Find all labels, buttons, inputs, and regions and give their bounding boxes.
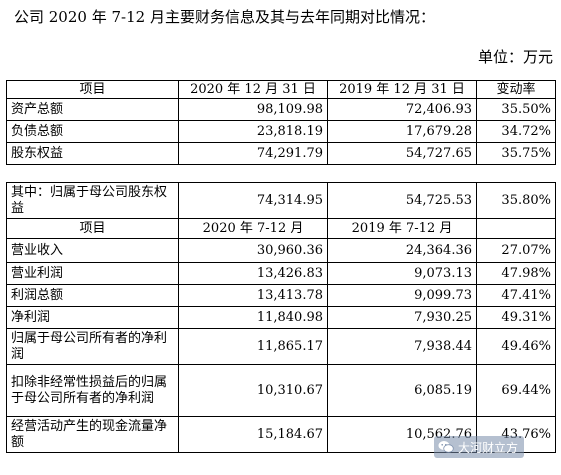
table-row: 负债总额 23,818.19 17,679.28 34.72% xyxy=(6,120,556,143)
balance-sheet-table: 项目 2020 年 12 月 31 日 2019 年 12 月 31 日 变动率… xyxy=(6,80,556,165)
value-2020: 10,310.67 xyxy=(178,364,328,417)
change-rate: 69.44% xyxy=(476,364,556,417)
value-2020: 15,184.67 xyxy=(178,416,328,453)
value-2019: 7,930.25 xyxy=(327,306,477,329)
change-rate: 35.75% xyxy=(476,142,556,165)
table-row: 股东权益 74,291.79 54,727.65 35.75% xyxy=(6,142,556,165)
row-label: 营业收入 xyxy=(6,238,179,263)
table-header-row: 项目 2020 年 7-12 月 2019 年 7-12 月 xyxy=(6,218,556,239)
row-label: 利润总额 xyxy=(6,284,179,307)
value-2019: 54,725.53 xyxy=(327,182,477,219)
col-header-2020: 2020 年 7-12 月 xyxy=(178,218,328,239)
value-2020: 11,865.17 xyxy=(178,328,328,365)
watermark-text: 大河财立方 xyxy=(458,440,519,455)
col-header-item: 项目 xyxy=(6,218,179,239)
source-watermark: 大河财立方 xyxy=(434,436,525,458)
col-header-item: 项目 xyxy=(6,80,179,99)
value-2020: 30,960.36 xyxy=(178,238,328,263)
value-2020: 11,840.98 xyxy=(178,306,328,329)
change-rate: 49.46% xyxy=(476,328,556,365)
value-2020: 74,314.95 xyxy=(178,182,328,219)
col-header-change xyxy=(476,218,556,239)
page-heading: 公司 2020 年 7-12 月主要财务信息及其与去年同期对比情况： xyxy=(14,8,435,26)
table-row: 其中：归属于母公司股东权益 74,314.95 54,725.53 35.80% xyxy=(6,182,556,219)
row-label: 股东权益 xyxy=(6,142,179,165)
value-2019: 9,099.73 xyxy=(327,284,477,307)
row-label: 净利润 xyxy=(6,306,179,329)
change-rate: 35.80% xyxy=(476,182,556,219)
value-2020: 98,109.98 xyxy=(178,98,328,121)
change-rate: 47.41% xyxy=(476,284,556,307)
income-statement-table: 其中：归属于母公司股东权益 74,314.95 54,725.53 35.80%… xyxy=(6,182,556,453)
value-2019: 54,727.65 xyxy=(327,142,477,165)
col-header-2020: 2020 年 12 月 31 日 xyxy=(178,80,328,99)
value-2019: 9,073.13 xyxy=(327,262,477,285)
row-label: 归属于母公司所有者的净利润 xyxy=(6,328,179,365)
row-label: 其中：归属于母公司股东权益 xyxy=(6,182,179,219)
value-2019: 24,364.36 xyxy=(327,238,477,263)
table-row: 资产总额 98,109.98 72,406.93 35.50% xyxy=(6,98,556,121)
value-2019: 17,679.28 xyxy=(327,120,477,143)
table-row: 扣除非经常性损益后的归属于母公司所有者的净利润 10,310.67 6,085.… xyxy=(6,364,556,417)
col-header-2019: 2019 年 12 月 31 日 xyxy=(327,80,477,99)
value-2019: 72,406.93 xyxy=(327,98,477,121)
row-label: 扣除非经常性损益后的归属于母公司所有者的净利润 xyxy=(6,364,179,417)
wechat-icon xyxy=(438,441,454,453)
change-rate: 34.72% xyxy=(476,120,556,143)
row-label: 负债总额 xyxy=(6,120,179,143)
table-row: 利润总额 13,413.78 9,099.73 47.41% xyxy=(6,284,556,307)
col-header-2019: 2019 年 7-12 月 xyxy=(327,218,477,239)
value-2020: 13,426.83 xyxy=(178,262,328,285)
col-header-change: 变动率 xyxy=(476,80,556,99)
value-2019: 6,085.19 xyxy=(327,364,477,417)
table-row: 营业收入 30,960.36 24,364.36 27.07% xyxy=(6,238,556,263)
value-2020: 13,413.78 xyxy=(178,284,328,307)
unit-label: 单位：万元 xyxy=(477,48,553,66)
value-2019: 7,938.44 xyxy=(327,328,477,365)
table-row: 净利润 11,840.98 7,930.25 49.31% xyxy=(6,306,556,329)
change-rate: 35.50% xyxy=(476,98,556,121)
table-header-row: 项目 2020 年 12 月 31 日 2019 年 12 月 31 日 变动率 xyxy=(6,80,556,99)
change-rate: 47.98% xyxy=(476,262,556,285)
row-label: 资产总额 xyxy=(6,98,179,121)
change-rate: 49.31% xyxy=(476,306,556,329)
row-label: 经营活动产生的现金流量净额 xyxy=(6,416,179,453)
value-2020: 23,818.19 xyxy=(178,120,328,143)
row-label: 营业利润 xyxy=(6,262,179,285)
change-rate: 27.07% xyxy=(476,238,556,263)
value-2020: 74,291.79 xyxy=(178,142,328,165)
table-row: 营业利润 13,426.83 9,073.13 47.98% xyxy=(6,262,556,285)
table-row: 归属于母公司所有者的净利润 11,865.17 7,938.44 49.46% xyxy=(6,328,556,365)
